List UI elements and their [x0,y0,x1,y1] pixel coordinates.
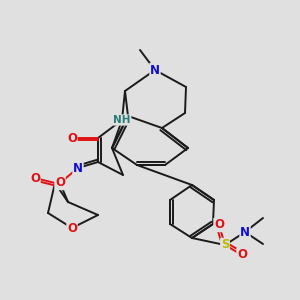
Text: N: N [73,161,83,175]
Text: NH: NH [113,115,131,125]
Text: O: O [237,248,247,262]
Text: O: O [67,221,77,235]
Text: O: O [67,131,77,145]
Text: O: O [30,172,40,184]
Text: S: S [221,238,229,251]
Text: N: N [150,64,160,76]
Text: O: O [214,218,224,232]
Text: N: N [240,226,250,238]
Text: O: O [55,176,65,190]
